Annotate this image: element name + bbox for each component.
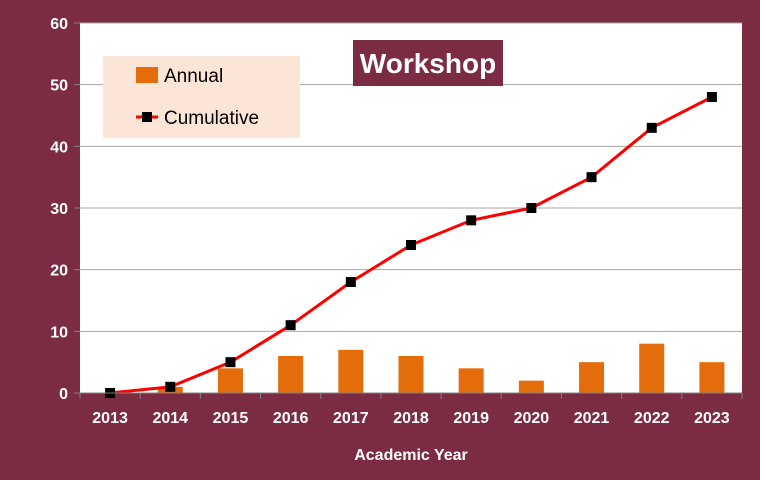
point-cumulative-2014	[165, 381, 176, 392]
bar-annual-2021	[579, 362, 605, 393]
chart-title-box	[353, 40, 503, 86]
y-tick-label-10: 10	[50, 324, 68, 341]
point-cumulative-2018	[406, 240, 416, 250]
legend-annual-label: Annual	[164, 66, 223, 87]
bar-annual-2018	[398, 356, 424, 393]
x-tick-label-2017: 2017	[333, 410, 369, 427]
x-tick-label-2014: 2014	[152, 410, 188, 427]
point-cumulative-2019	[466, 215, 477, 226]
point-cumulative-2021	[586, 172, 597, 183]
x-tick-label-2020: 2020	[514, 410, 550, 427]
y-tick-label-60: 60	[50, 16, 68, 33]
x-tick-label-2019: 2019	[453, 410, 489, 427]
point-cumulative-2022	[646, 122, 657, 133]
x-tick-label-2018: 2018	[393, 410, 429, 427]
x-axis-title: Academic Year	[354, 447, 468, 464]
bar-annual-2023	[699, 362, 725, 393]
bar-annual-2020	[518, 380, 544, 393]
point-cumulative-2020	[526, 203, 537, 213]
legend-annual-swatch	[136, 67, 158, 83]
x-tick-label-2016: 2016	[273, 410, 309, 427]
x-tick-label-2015: 2015	[213, 410, 249, 427]
y-tick-label-30: 30	[50, 201, 68, 218]
chart-title: Workshop	[360, 48, 496, 79]
y-tick-label-50: 50	[50, 78, 68, 95]
x-tick-label-2021: 2021	[574, 410, 610, 427]
bar-annual-2022	[639, 343, 665, 393]
x-axis-ticks: 2013 2014 2015 2016 2017 2018 2019 2020 2021 2022…	[79, 392, 743, 427]
point-cumulative-2017	[345, 277, 356, 287]
bar-annual-2017	[338, 349, 364, 393]
point-cumulative-2023	[706, 92, 717, 102]
legend-cumulative-label: Cumulative	[164, 108, 259, 129]
legend-cumulative-marker	[142, 112, 152, 122]
chart-title-group: Workshop	[353, 40, 503, 86]
point-cumulative-2016	[285, 320, 296, 331]
legend-box	[103, 56, 300, 138]
legend: Annual Cumulative	[103, 56, 300, 138]
x-tick-label-2023: 2023	[694, 410, 730, 427]
y-tick-label-20: 20	[50, 263, 68, 280]
bar-annual-2015	[217, 368, 243, 393]
y-tick-label-0: 0	[59, 386, 68, 403]
x-tick-label-2013: 2013	[92, 410, 128, 427]
bar-annual-2016	[278, 356, 304, 393]
point-cumulative-2015	[225, 357, 236, 368]
x-tick-label-2022: 2022	[634, 410, 670, 427]
y-axis-ticks: 0 10 20 30 40 50 60	[50, 16, 80, 403]
bar-annual-2019	[458, 368, 484, 393]
y-tick-label-40: 40	[50, 139, 68, 156]
